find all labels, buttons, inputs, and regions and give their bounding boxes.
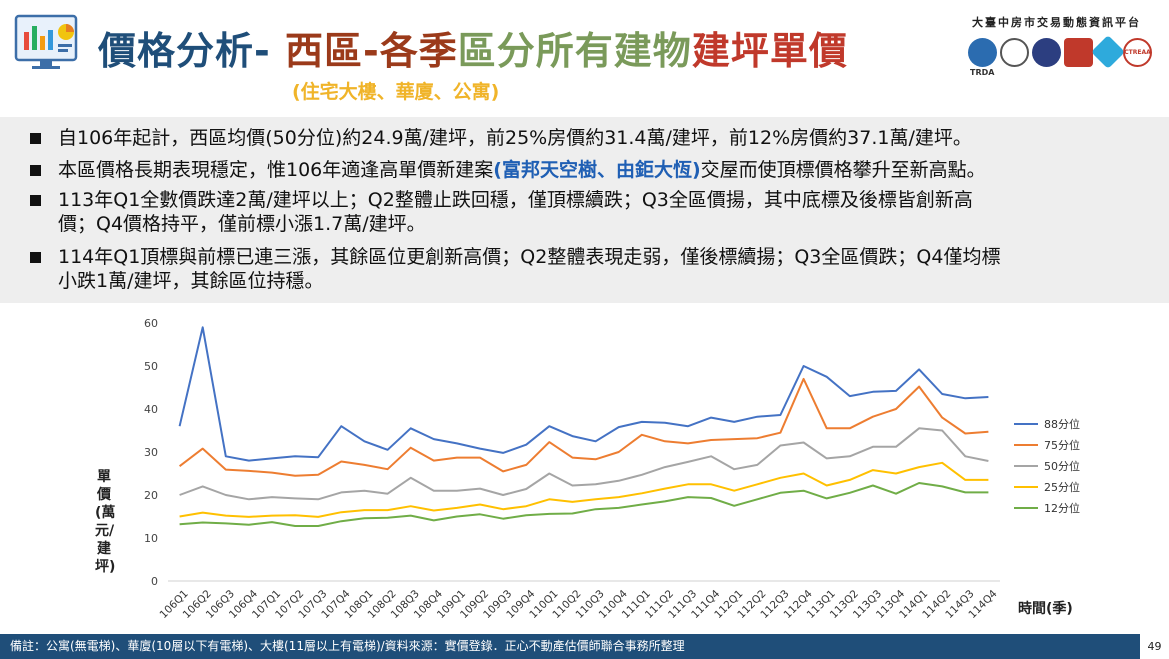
emblem-logo-icon	[1032, 37, 1061, 67]
y-tick-label: 60	[144, 317, 158, 330]
bullet-text-line2: 價；Q4價格持平，僅前標小漲1.7萬/建坪。	[58, 213, 426, 235]
taichung-logo-icon	[1064, 37, 1093, 67]
summary-bullets: 自106年起計，西區均價(50分位)約24.9萬/建坪，前25%房價約31.4萬…	[0, 117, 1169, 303]
series-line-2	[178, 377, 989, 477]
page-number: 49	[1147, 640, 1162, 653]
header: 價格分析- 西區-各季區分所有建物建坪單價 (住宅大樓、華廈、公寓) 大臺中房市…	[0, 0, 1169, 110]
series-line-3	[179, 427, 989, 501]
price-line-chart: 0102030405060106Q1106Q2106Q3106Q4107Q110…	[144, 317, 1080, 621]
footer-note: 備註：公寓(無電梯)、華廈(10層以下有電梯)、大樓(11層以上有電梯)/資料來…	[0, 634, 1140, 659]
series-line-5	[179, 482, 989, 527]
diamond-logo-icon	[1091, 35, 1125, 69]
legend-label: 75分位	[1044, 438, 1080, 452]
globe-logo-icon	[968, 37, 997, 67]
page-title: 價格分析- 西區-各季區分所有建物建坪單價	[98, 20, 848, 75]
x-axis-label: 時間(季)	[1018, 601, 1073, 617]
title-part-2: 西區-各季	[285, 29, 458, 73]
series-line-4	[179, 461, 989, 518]
y-tick-label: 10	[144, 532, 158, 545]
y-tick-label: 0	[151, 575, 158, 588]
legend-label: 50分位	[1044, 459, 1080, 473]
highlight-projects: (富邦天空樹、由鉅大恆)	[493, 159, 701, 181]
platform-name: 大臺中房市交易動態資訊平台	[972, 16, 1141, 29]
legend-label: 88分位	[1044, 417, 1080, 431]
series-line-1	[178, 326, 989, 462]
y-tick-label: 50	[144, 360, 158, 373]
bullet-square-icon	[30, 165, 41, 176]
legend-label: 25分位	[1044, 480, 1080, 494]
bullet-square-icon	[30, 252, 41, 263]
bullet-text: 本區價格長期表現穩定，惟106年適逢高單價新建案	[58, 159, 494, 181]
y-axis-label: 單價(萬元/建坪)	[95, 469, 116, 575]
org-caption: TRDA	[970, 68, 995, 77]
bullet-text-line1: 114年Q1頂標與前標已連三漲，其餘區位更創新高價；Q2整體表現走弱，僅後標續揚…	[58, 246, 1001, 268]
bullet-text: 自106年起計，西區均價(50分位)約24.9萬/建坪，前25%房價約31.4萬…	[58, 127, 972, 149]
bullet-text-line1: 113年Q1全數價跌達2萬/建坪以上；Q2整體止跌回穩，僅頂標續跌；Q3全區價揚…	[58, 189, 973, 211]
chart-logo-icon	[14, 12, 84, 74]
y-tick-label: 40	[144, 403, 158, 416]
org-logos: CTREAA	[968, 35, 1160, 69]
title-part-3: 區分所有建物	[457, 29, 692, 73]
page-subtitle: (住宅大樓、華廈、公寓)	[292, 81, 500, 103]
title-part-4: 建坪單價	[691, 29, 848, 73]
bullet-square-icon	[30, 195, 41, 206]
bullet-square-icon	[30, 133, 41, 144]
ctreaa-logo-icon: CTREAA	[1123, 37, 1152, 67]
bullet-text-line2: 小跌1萬/建坪，其餘區位持穩。	[58, 270, 324, 292]
bullet-text: 交屋而使頂標價格攀升至新高點。	[700, 159, 986, 181]
legend-label: 12分位	[1044, 501, 1080, 515]
building-logo-icon	[1000, 37, 1029, 67]
title-part-1: 價格分析-	[98, 29, 286, 73]
y-tick-label: 30	[144, 446, 158, 459]
y-tick-label: 20	[144, 489, 158, 502]
